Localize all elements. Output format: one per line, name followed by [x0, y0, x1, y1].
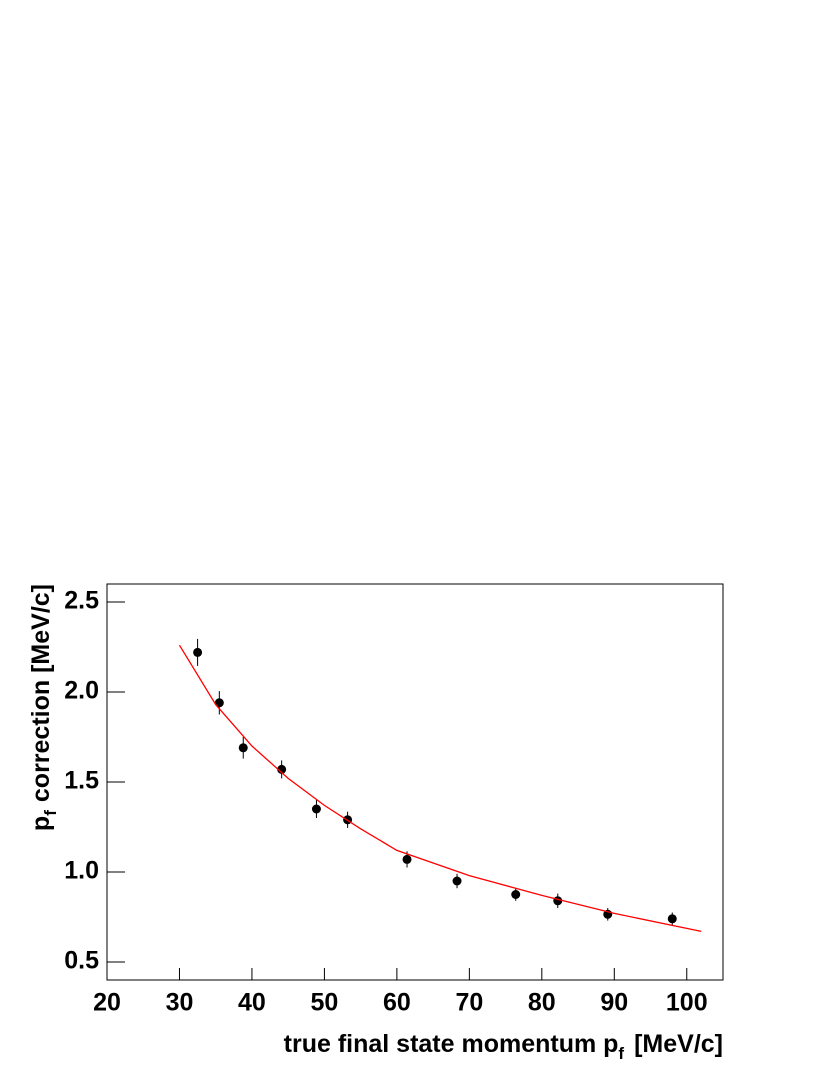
fit-curve [178, 644, 702, 933]
data-point [311, 804, 321, 814]
data-point [402, 854, 412, 864]
y-tick-label: 1.5 [64, 767, 99, 795]
y-tick-label: 0.5 [64, 947, 99, 975]
data-point [452, 876, 462, 886]
data-point [511, 890, 521, 899]
x-tick-label: 30 [166, 989, 194, 1017]
data-point [667, 914, 677, 924]
x-tick-label: 80 [528, 989, 556, 1017]
data-point [277, 764, 287, 774]
x-tick-label: 90 [600, 989, 628, 1017]
y-tick-label: 2.5 [64, 587, 99, 615]
x-label-unit: [MeV/c] [634, 1030, 723, 1058]
x-tick-label: 60 [383, 989, 411, 1017]
x-label-text: true final state momentum p [284, 1030, 619, 1058]
data-point [214, 698, 224, 708]
y-label-unit: correction [MeV/c] [27, 584, 55, 802]
y-label-subscript: f [41, 810, 60, 816]
x-tick-label: 70 [455, 989, 483, 1017]
data-point [238, 743, 248, 753]
x-label-subscript: f [618, 1044, 624, 1063]
x-tick-label: 40 [238, 989, 266, 1017]
x-tick-label: 20 [93, 989, 121, 1017]
y-tick-label: 2.0 [64, 677, 99, 705]
y-label-text: p [27, 816, 55, 831]
plot-frame [106, 583, 724, 981]
y-tick-label: 1.0 [64, 857, 99, 885]
x-axis-title: true final state momentum pf [MeV/c] [284, 1030, 723, 1064]
data-point [193, 647, 203, 657]
x-tick-label: 100 [666, 989, 708, 1017]
y-axis-title: pf correction [MeV/c] [27, 584, 61, 831]
x-tick-label: 50 [311, 989, 339, 1017]
